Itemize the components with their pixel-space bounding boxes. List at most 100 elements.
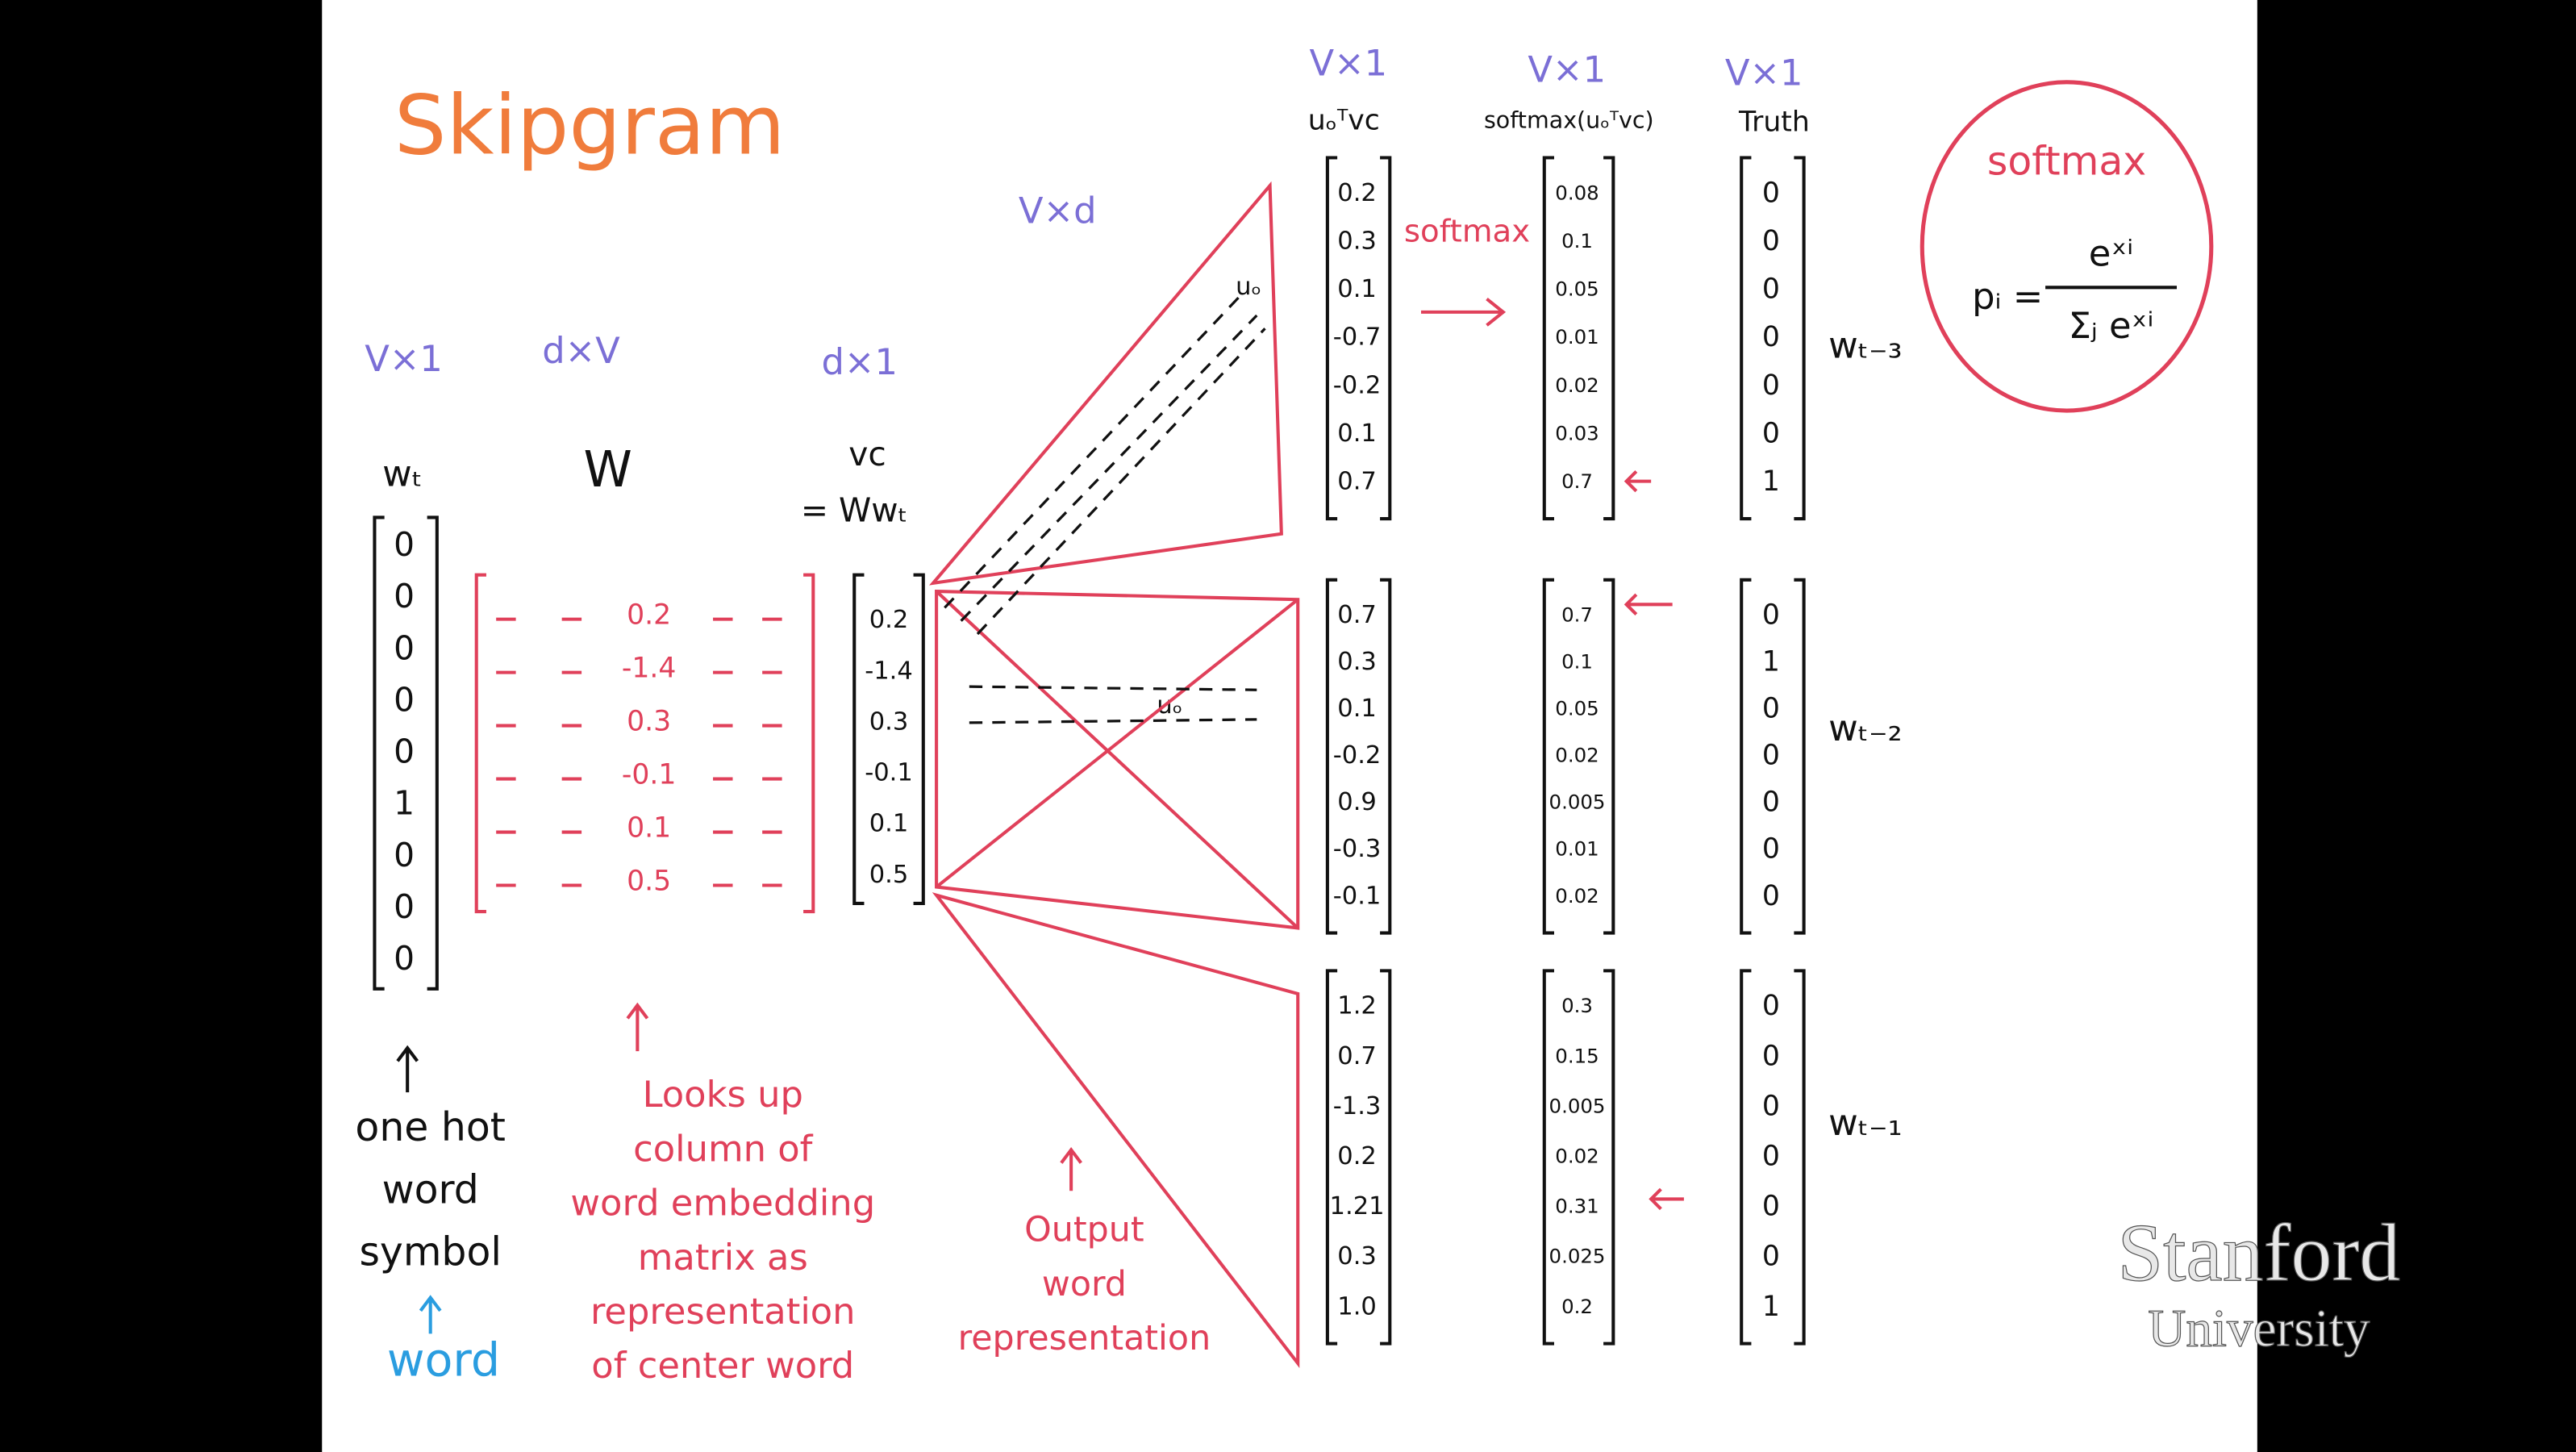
- embedding-entry: 0.5: [627, 865, 671, 897]
- bracket: [1794, 156, 1806, 521]
- truth-entry: 0: [1762, 1241, 1780, 1273]
- dimension: V×1: [1725, 52, 1803, 94]
- output-matrix-cross: [935, 590, 1299, 929]
- score-entry: 1.21: [1330, 1192, 1385, 1220]
- column-header: Truth: [1738, 106, 1810, 139]
- score-entry: 0.1: [1337, 419, 1377, 448]
- truth-entry: 0: [1762, 599, 1780, 632]
- bracket: [1542, 156, 1554, 521]
- embedding-entry: -1.4: [622, 653, 677, 685]
- truth-entry: 0: [1762, 880, 1780, 912]
- score-entry: 0.7: [1337, 1042, 1377, 1070]
- arrow: [396, 1045, 419, 1093]
- output-matrix-bottom: [932, 892, 1300, 1369]
- bracket: [803, 573, 815, 914]
- softmax-entry: 0.01: [1555, 325, 1599, 348]
- softmax-entry: 0.01: [1555, 837, 1599, 861]
- annotation: matrix as: [638, 1236, 808, 1279]
- score-entry: 0.3: [1337, 648, 1377, 676]
- truth-entry: 0: [1762, 740, 1780, 772]
- connection-lines: [626, 181, 1684, 1369]
- context-label: wₜ₋₃: [1828, 324, 1902, 367]
- center-entry: -1.4: [865, 657, 913, 685]
- softmax-entry: 0.02: [1555, 1145, 1599, 1168]
- bracket: [913, 573, 925, 905]
- bracket: [1325, 578, 1338, 935]
- symbol: uₒ: [1236, 273, 1261, 301]
- softmax-entry: 0.15: [1555, 1044, 1599, 1067]
- embedding-entry: 0.2: [627, 599, 671, 632]
- truth-entry: 0: [1762, 418, 1780, 450]
- one-hot-entry: 0: [394, 525, 415, 564]
- context-label: wₜ₋₂: [1828, 707, 1902, 749]
- score-entry: -1.3: [1333, 1092, 1382, 1120]
- embedding-entry: -0.1: [622, 758, 677, 791]
- annotation: of center word: [591, 1344, 854, 1387]
- softmax-entry: 0.7: [1561, 603, 1593, 627]
- one-hot-entry: 0: [394, 732, 415, 771]
- dashed-line: [969, 685, 1257, 724]
- bracket: [474, 573, 486, 914]
- truth-entry: 0: [1762, 177, 1780, 209]
- bracket: [1380, 578, 1392, 935]
- score-entry: 0.3: [1337, 227, 1377, 255]
- formula: pᵢ =: [1972, 275, 2043, 318]
- annotation: word: [1042, 1264, 1127, 1304]
- dimension: d×1: [821, 340, 898, 383]
- bracket: [1603, 156, 1615, 521]
- truth-entry: 0: [1762, 225, 1780, 257]
- annotation: column of: [633, 1127, 814, 1170]
- dimension: V×1: [365, 337, 443, 380]
- softmax-entry: 0.005: [1549, 1094, 1606, 1117]
- truth-entry: 0: [1762, 321, 1780, 353]
- bracket: [1325, 969, 1338, 1346]
- annotation: word embedding: [570, 1182, 875, 1225]
- arrow: [1420, 297, 1507, 327]
- bracket: [1794, 969, 1806, 1346]
- score-entry: 0.9: [1337, 788, 1377, 816]
- score-entry: 0.2: [1337, 1142, 1377, 1170]
- arrow: [1624, 469, 1652, 493]
- score-entry: -0.3: [1333, 835, 1382, 863]
- annotation: representation: [958, 1318, 1211, 1358]
- center-entry: 0.5: [869, 861, 909, 889]
- truth-entry: 0: [1762, 1191, 1780, 1223]
- one-hot-entry: 1: [394, 784, 415, 823]
- arrow: [1649, 1187, 1684, 1211]
- center-entry: 0.3: [869, 707, 909, 736]
- symbol: vc: [848, 435, 886, 474]
- softmax-box: [1919, 80, 2214, 413]
- softmax-entry: 0.005: [1549, 791, 1606, 814]
- bracket: [1380, 156, 1392, 521]
- score-entry: -0.7: [1333, 323, 1382, 352]
- center-entry: 0.2: [869, 606, 909, 634]
- arrow: [626, 1002, 649, 1052]
- softmax-entry: 0.05: [1555, 277, 1599, 301]
- softmax-title: softmax: [1987, 139, 2146, 185]
- arrow: [419, 1295, 442, 1334]
- arrow: [1624, 593, 1673, 615]
- softmax-entry: 0.3: [1561, 994, 1593, 1017]
- truth-entry: 0: [1762, 1040, 1780, 1072]
- one-hot-entry: 0: [394, 887, 415, 926]
- annotation: Looks up: [643, 1073, 803, 1116]
- annotation: representation: [590, 1290, 856, 1333]
- one-hot-entry: 0: [394, 628, 415, 667]
- center-entry: 0.1: [869, 810, 909, 838]
- annotation: one hot: [355, 1104, 506, 1150]
- context-label: wₜ₋₁: [1828, 1101, 1902, 1144]
- symbol: = Wwₜ: [801, 490, 908, 529]
- truth-entry: 1: [1762, 465, 1780, 498]
- truth-entry: 1: [1762, 1291, 1780, 1323]
- softmax-entry: 0.2: [1561, 1295, 1593, 1318]
- dimension: d×V: [542, 329, 620, 372]
- score-entry: 1.0: [1337, 1292, 1377, 1321]
- score-entry: 0.7: [1337, 468, 1377, 496]
- score-entry: -0.2: [1333, 741, 1382, 770]
- bracket: [852, 573, 865, 905]
- embedding-entry: 0.1: [627, 812, 671, 844]
- softmax-entry: 0.08: [1555, 181, 1599, 204]
- score-entry: 1.2: [1337, 992, 1377, 1020]
